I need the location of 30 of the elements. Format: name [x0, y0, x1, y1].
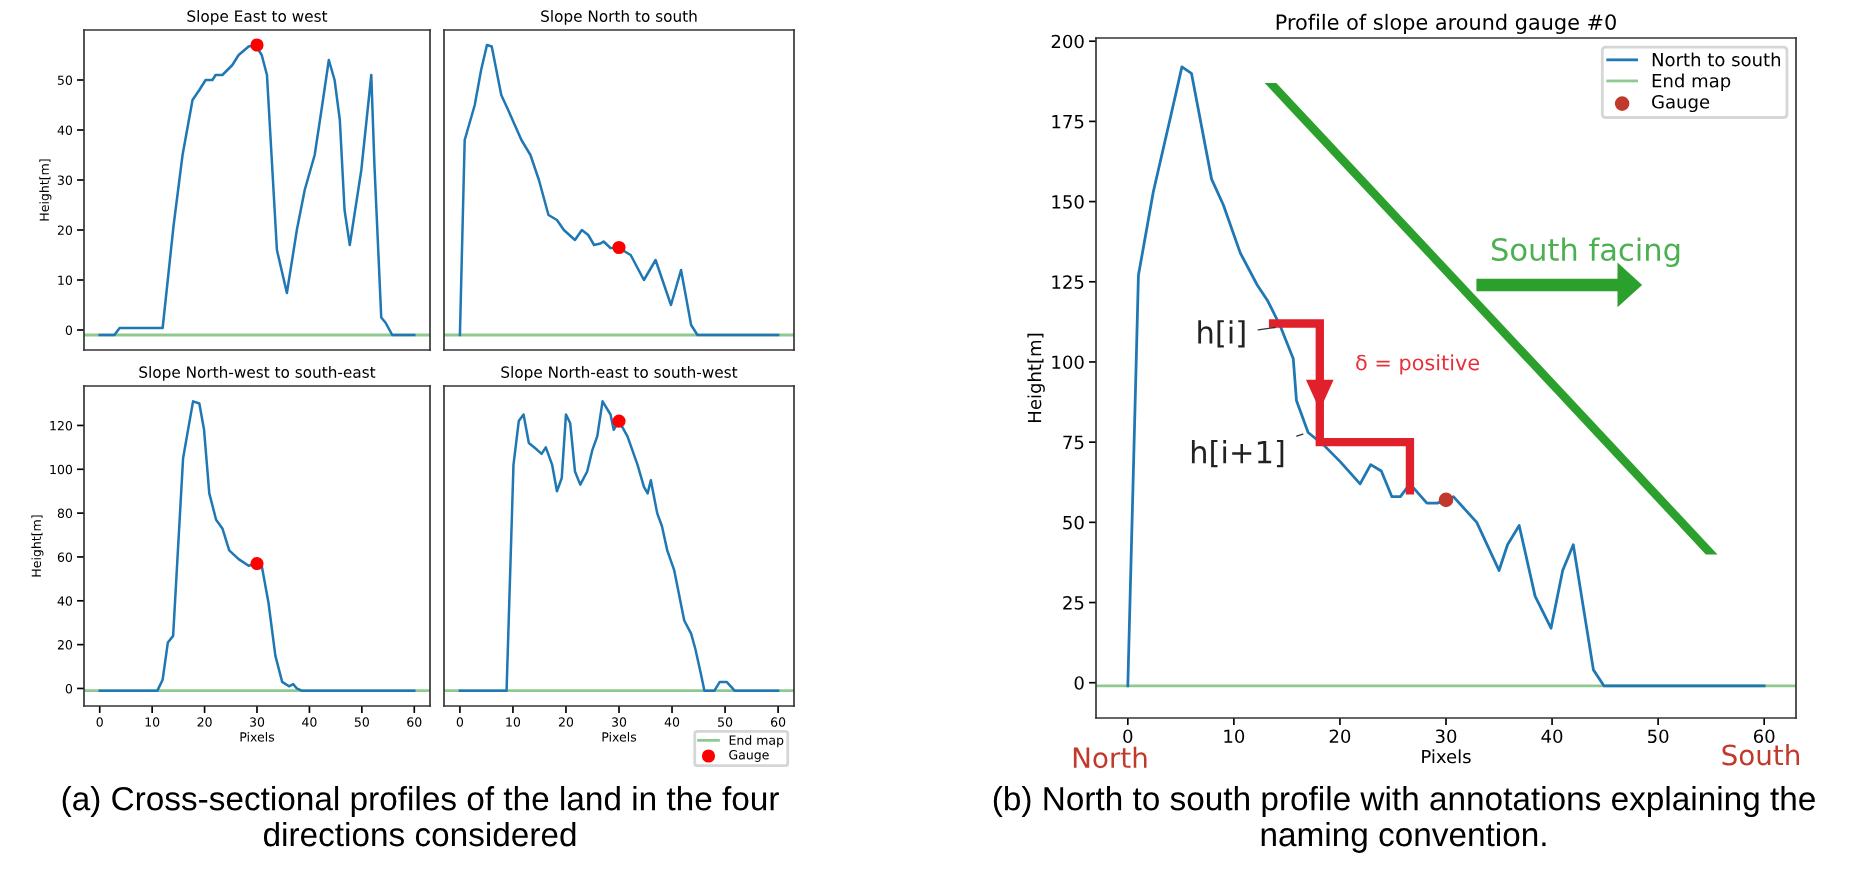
y-tick-label: 25 — [1063, 595, 1084, 610]
annotation: South facing — [1491, 237, 1680, 267]
text: North — [1073, 746, 1147, 769]
y-axis-title: Height[m] — [1027, 333, 1045, 422]
y-tick-label: 175 — [1052, 115, 1084, 129]
x-tick-label: 30 — [1435, 729, 1457, 744]
x-tick-label: 40 — [1541, 729, 1563, 744]
x-tick-label: 0 — [1123, 729, 1133, 744]
x-axis-title: Pixels — [1422, 749, 1471, 764]
y-tick-label: 50 — [1063, 515, 1084, 530]
legend-label: North to south — [1652, 52, 1781, 67]
y-tick-label: 150 — [1052, 195, 1084, 209]
chart-title: Profile of slope around gauge #0 — [1276, 13, 1616, 34]
y-tick-label: 100 — [1052, 355, 1084, 370]
x-tick-label: 20 — [1329, 729, 1351, 744]
text: (a) Cross-sectional profiles of the land in the four directions considered — [62, 786, 779, 847]
annotation: h[i+1] — [1191, 439, 1284, 468]
x-tick-label: 10 — [1224, 729, 1245, 744]
y-tick-label: 125 — [1052, 275, 1084, 289]
y-tick-label: 0 — [1074, 676, 1084, 690]
legend-label: End map — [1652, 73, 1731, 91]
x-tick-label: 50 — [1648, 729, 1669, 744]
text: South — [1722, 744, 1800, 766]
y-tick-label: 75 — [1063, 435, 1084, 450]
x-tick-label: 60 — [1753, 729, 1775, 744]
y-tick-label: 200 — [1051, 34, 1084, 49]
legend-label: Gauge — [1652, 94, 1710, 113]
annotation: δ = positive — [1356, 354, 1480, 375]
text: (b) North to south profile with annotations explaining the naming convention. — [993, 786, 1815, 853]
annotation: h[i] — [1198, 320, 1245, 348]
